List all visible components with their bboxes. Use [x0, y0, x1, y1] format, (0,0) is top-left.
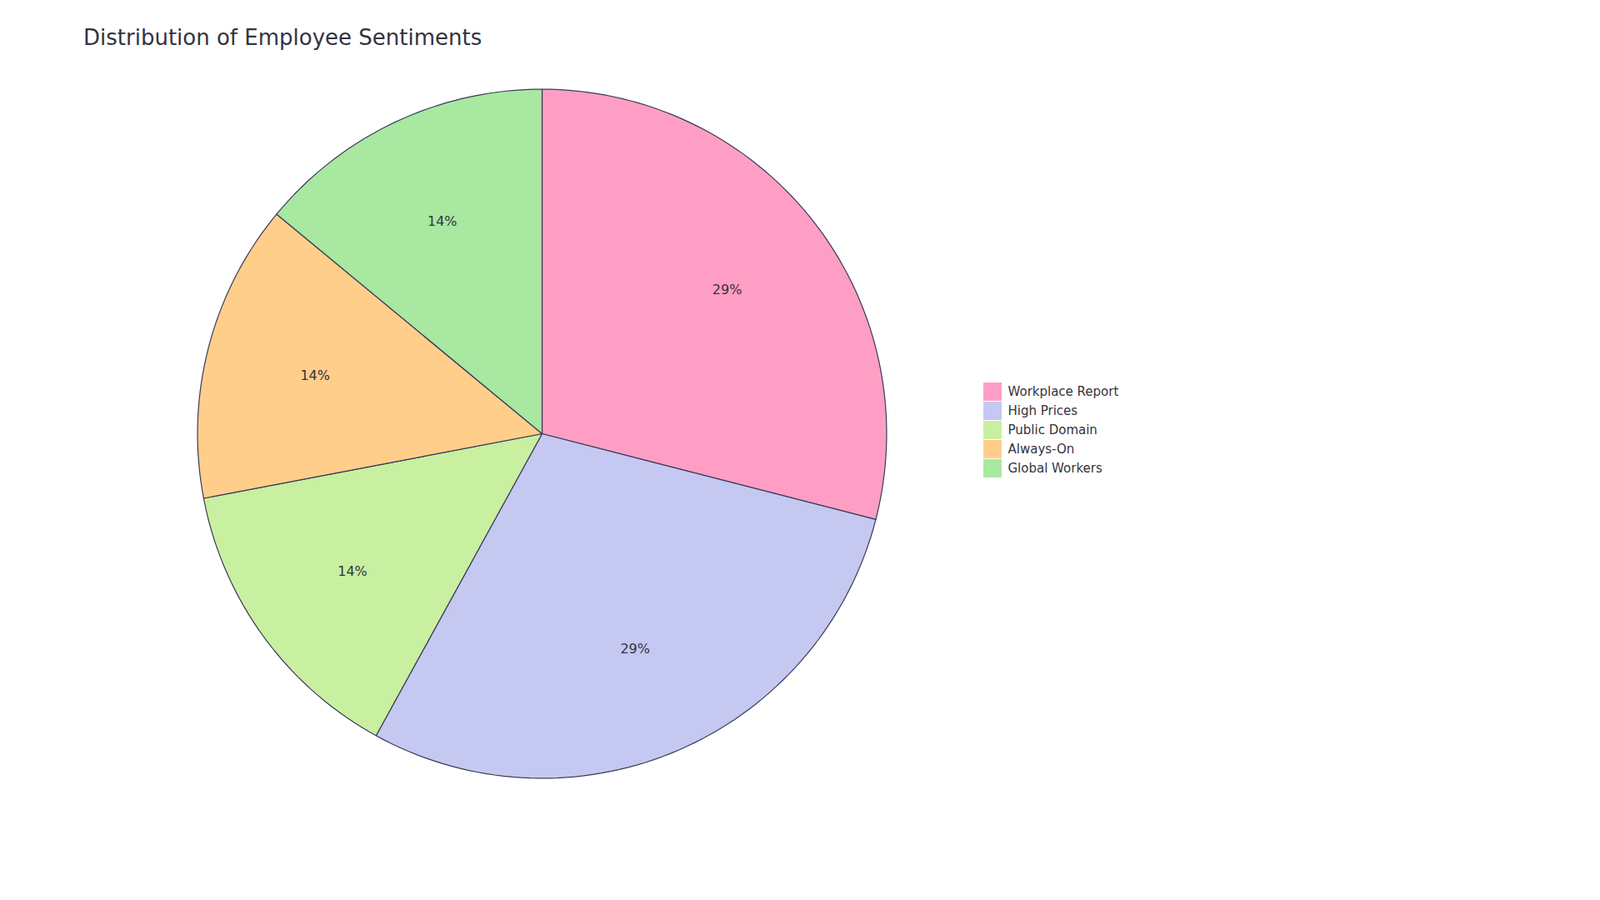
html-text:Always-On: Always-On	[1007, 441, 1075, 457]
svg-text:29%: 29%	[712, 281, 743, 298]
html-text:Global Workers: Global Workers	[1007, 460, 1103, 476]
svg-text:14%: 14%	[337, 563, 368, 580]
html-text:Distribution of Employee Senti: Distribution of Employee Sentiments	[83, 25, 482, 50]
svg-text:14%: 14%	[427, 213, 458, 230]
svg-text:14%: 14%	[300, 367, 330, 384]
html-text:High Prices: High Prices	[1007, 403, 1078, 419]
html-text:Public Domain: Public Domain	[1007, 422, 1098, 438]
html-text:Workplace Report: Workplace Report	[1007, 384, 1119, 399]
svg-text:29%: 29%	[620, 640, 650, 657]
